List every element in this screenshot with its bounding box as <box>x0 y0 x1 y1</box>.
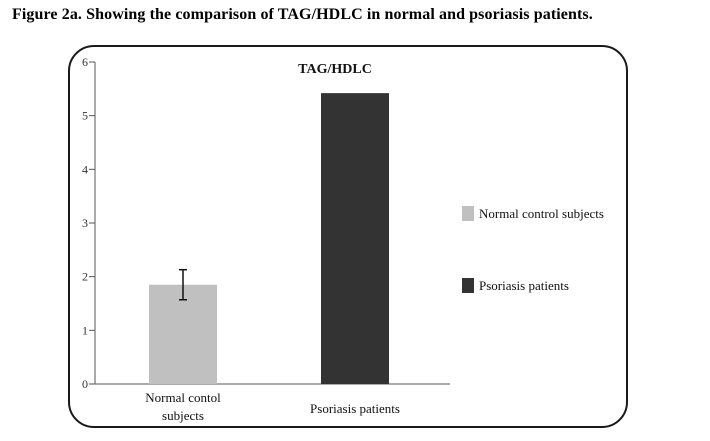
y-tick-label: 6 <box>82 55 88 69</box>
legend-swatch <box>462 206 474 221</box>
y-axis: 0 1 2 3 4 5 6 <box>82 55 450 391</box>
y-tick-label: 4 <box>82 162 88 176</box>
y-tick-label: 5 <box>82 109 88 123</box>
bars-group <box>149 93 389 385</box>
x-category-label: Normal contol <box>145 390 221 405</box>
y-tick-label: 2 <box>82 270 88 284</box>
bar <box>321 93 389 385</box>
x-category-label: subjects <box>162 408 204 423</box>
chart-frame <box>68 45 628 428</box>
figure-caption: Figure 2a. Showing the comparison of TAG… <box>12 6 593 23</box>
x-axis-labels: Normal contol subjects Psoriasis patients <box>145 390 400 423</box>
bar <box>149 284 217 384</box>
legend-label: Normal control subjects <box>479 206 604 221</box>
legend-swatch <box>462 278 474 293</box>
y-tick-label: 0 <box>82 377 88 391</box>
y-tick-label: 3 <box>82 216 88 230</box>
x-category-label: Psoriasis patients <box>310 401 400 416</box>
y-tick-label: 1 <box>82 323 88 337</box>
chart-title: TAG/HDLC <box>298 62 372 77</box>
legend: Normal control subjects Psoriasis patient… <box>462 206 604 293</box>
legend-label: Psoriasis patients <box>479 278 569 293</box>
